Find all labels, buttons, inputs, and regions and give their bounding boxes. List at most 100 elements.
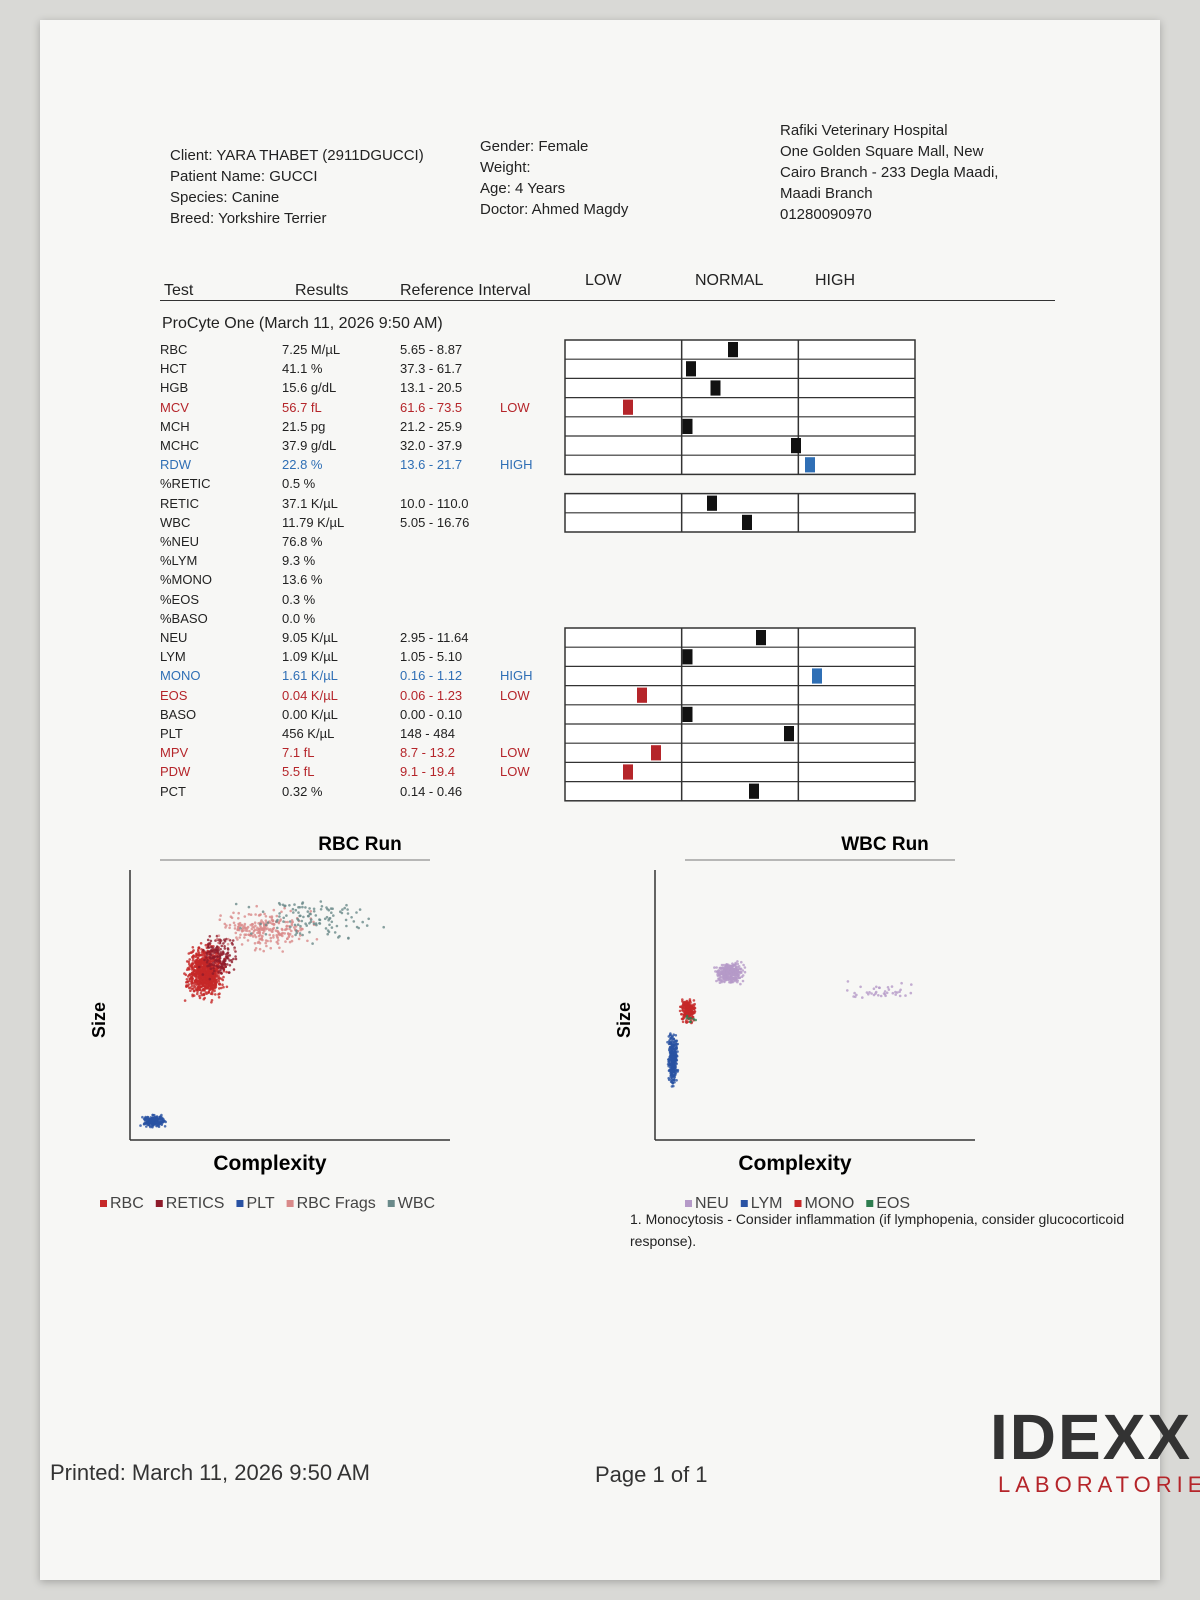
scatter-dot (288, 927, 291, 931)
scatter-dot (355, 925, 359, 929)
scatter-dot (673, 1065, 676, 1068)
test-name: PCT (160, 783, 186, 799)
y-axis-label: Size (89, 1002, 109, 1038)
scatter-dot (666, 1040, 669, 1044)
scatter-dot (278, 903, 282, 906)
scatter-dot (187, 973, 191, 977)
scatter-dot (886, 986, 890, 989)
scatter-dot (680, 1012, 683, 1016)
test-name: %EOS (160, 591, 200, 607)
scatter-dot (209, 945, 213, 949)
scatter-dot (217, 976, 220, 979)
scatter-dot (224, 958, 227, 961)
scatter-dot (243, 933, 246, 936)
scatter-dot (161, 1120, 165, 1123)
scatter-dot (688, 1009, 692, 1012)
scatter-dot (272, 936, 275, 939)
scatter-dot (198, 968, 201, 971)
indicator-marker (784, 726, 794, 742)
scatter-dot (669, 1057, 673, 1060)
scatter-dot (262, 923, 266, 927)
legend-label: LYM (751, 1195, 783, 1212)
test-name: PDW (160, 764, 191, 780)
scatter-dot (209, 961, 213, 964)
scatter-dot (209, 979, 213, 983)
scatter-dot (257, 934, 261, 938)
scatter-dot (894, 993, 897, 996)
scatter-dot (890, 985, 894, 988)
scatter-dot (214, 993, 217, 996)
scatter-dot (330, 926, 334, 929)
scatter-dot (346, 912, 350, 915)
result: 21.5 pg (282, 418, 326, 434)
printed-date: Printed: March 11, 2026 9:50 AM (50, 1460, 370, 1485)
scatter-dot (722, 966, 725, 970)
scatter-dot (689, 1013, 692, 1016)
scatter-dot (203, 977, 206, 981)
indicator-marker (756, 630, 766, 646)
scatter-dot (301, 902, 304, 905)
legend-label: RBC Frags (297, 1195, 376, 1212)
scatter-dot (225, 924, 228, 927)
result: 0.5 % (282, 476, 316, 492)
scatter-dot (228, 923, 232, 927)
scatter-dot (734, 966, 738, 970)
scatter-dot (208, 962, 211, 966)
result: 7.25 M/µL (282, 342, 341, 357)
test-name: %LYM (160, 553, 198, 569)
scatter-dot (671, 1053, 674, 1056)
scatter-dot (202, 979, 205, 983)
reference-interval: 13.6 - 21.7 (400, 457, 463, 473)
reference-interval: 2.95 - 11.64 (400, 630, 469, 645)
scatter-dot (875, 985, 878, 989)
scatter-dot (323, 917, 327, 921)
scatter-dot (192, 989, 196, 993)
scatter-dot (195, 988, 199, 991)
indicator-marker (686, 361, 696, 377)
scatter-dot (254, 924, 257, 927)
legend-label: RBC (110, 1195, 144, 1212)
scatter-dot (382, 925, 386, 929)
scatter-dot (191, 971, 194, 974)
scatter-dot (743, 970, 747, 974)
plot-title: RBC Run (318, 834, 401, 855)
scatter-dot (247, 933, 250, 936)
scatter-dot (742, 963, 745, 967)
scatter-dot (365, 924, 369, 927)
scatter-dot (219, 968, 222, 972)
scatter-dot (188, 964, 191, 968)
scatter-dot (311, 942, 314, 945)
scatter-dot (219, 914, 222, 917)
test-name: RETIC (160, 495, 199, 511)
scatter-dot (276, 926, 279, 930)
result: 37.9 g/dL (282, 438, 337, 453)
column-header: HIGH (815, 272, 855, 289)
scatter-dot (186, 966, 190, 970)
scatter-dot (200, 950, 204, 954)
legend-swatch (236, 1200, 244, 1207)
scatter-dot (726, 968, 730, 972)
scatter-dot (681, 1006, 684, 1010)
indicator-marker (710, 380, 721, 396)
scatter-dot (877, 994, 880, 997)
scatter-dot (217, 934, 221, 937)
scatter-dot (690, 1006, 694, 1009)
scatter-dot (210, 1001, 213, 1004)
scatter-dot (234, 955, 237, 958)
scatter-dot (239, 926, 242, 930)
scatter-dot (204, 991, 208, 994)
indicator-marker (651, 745, 661, 761)
scatter-dot (192, 955, 195, 958)
scatter-dot (691, 1010, 694, 1014)
scatter-dot (191, 946, 195, 949)
scatter-dot (201, 981, 205, 985)
scatter-dot (191, 959, 195, 962)
scatter-dot (197, 976, 201, 980)
scatter-dot (205, 961, 209, 964)
scatter-dot (672, 1062, 676, 1065)
scatter-dot (258, 941, 262, 945)
scatter-dot (297, 911, 300, 914)
scatter-dot (277, 921, 280, 924)
scatter-dot (214, 958, 218, 961)
scatter-dot (187, 952, 191, 955)
